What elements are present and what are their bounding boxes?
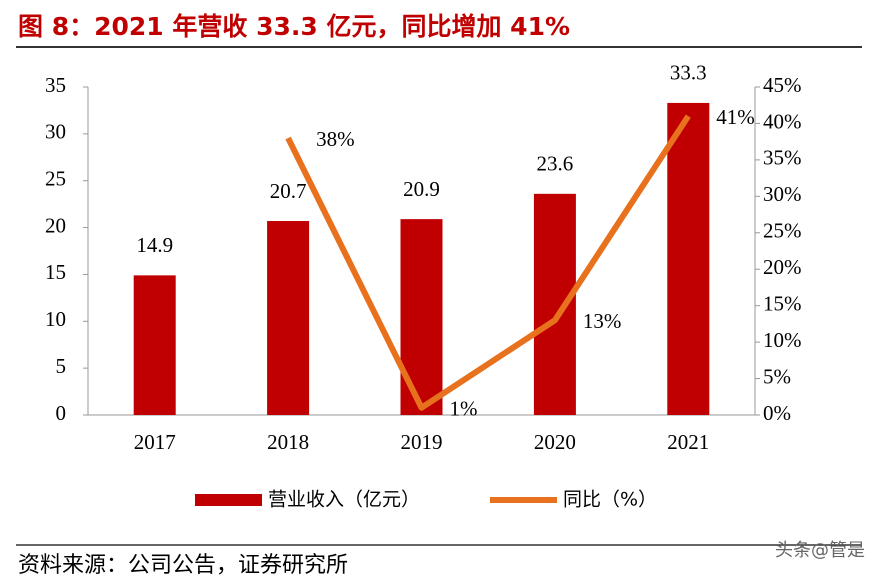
bar-value-label: 14.9 <box>136 233 173 257</box>
legend-label: 同比（%） <box>563 489 657 511</box>
y-tick-label: 20 <box>45 213 66 237</box>
source-note: 资料来源：公司公告，证券研究所 <box>18 553 348 578</box>
y-tick-label: 15 <box>45 260 66 284</box>
y2-tick-label: 35% <box>763 146 802 170</box>
bar <box>267 221 310 415</box>
y-tick-label: 0 <box>56 401 67 425</box>
legend-swatch <box>195 494 262 506</box>
y2-tick-label: 25% <box>763 219 802 243</box>
y-tick-label: 25 <box>45 167 66 191</box>
x-tick-label: 2021 <box>667 430 709 454</box>
y-tick-label: 10 <box>45 307 66 331</box>
line-value-label: 41% <box>716 105 755 129</box>
bar-value-label: 33.3 <box>670 61 707 85</box>
y2-tick-label: 45% <box>763 73 802 97</box>
x-tick-label: 2019 <box>401 430 443 454</box>
bar <box>400 219 443 415</box>
y-tick-label: 5 <box>56 354 67 378</box>
y2-tick-label: 0% <box>763 401 791 425</box>
y2-tick-label: 10% <box>763 328 802 352</box>
line-value-label: 13% <box>583 309 622 333</box>
x-tick-label: 2017 <box>134 430 176 454</box>
y2-tick-label: 40% <box>763 109 802 133</box>
bar <box>533 193 576 415</box>
x-tick-label: 2020 <box>534 430 576 454</box>
y2-tick-label: 30% <box>763 182 802 206</box>
bar <box>667 102 710 415</box>
bar-value-label: 20.9 <box>403 177 440 201</box>
y2-tick-label: 15% <box>763 291 802 315</box>
y-tick-label: 35 <box>45 73 66 97</box>
y2-tick-label: 20% <box>763 255 802 279</box>
y-tick-label: 30 <box>45 120 66 144</box>
line <box>285 114 691 411</box>
watermark: 头条@管是 <box>775 540 865 561</box>
bar-value-label: 20.7 <box>270 179 307 203</box>
x-tick-label: 2018 <box>267 430 309 454</box>
bar <box>133 275 176 415</box>
chart-title: 图 8：2021 年营收 33.3 亿元，同比增加 41% <box>18 12 570 41</box>
line-value-label: 1% <box>450 397 478 421</box>
bar-value-label: 23.6 <box>537 152 574 176</box>
y2-tick-label: 5% <box>763 364 791 388</box>
line-value-label: 38% <box>316 127 355 151</box>
legend-label: 营业收入（亿元） <box>268 489 420 511</box>
